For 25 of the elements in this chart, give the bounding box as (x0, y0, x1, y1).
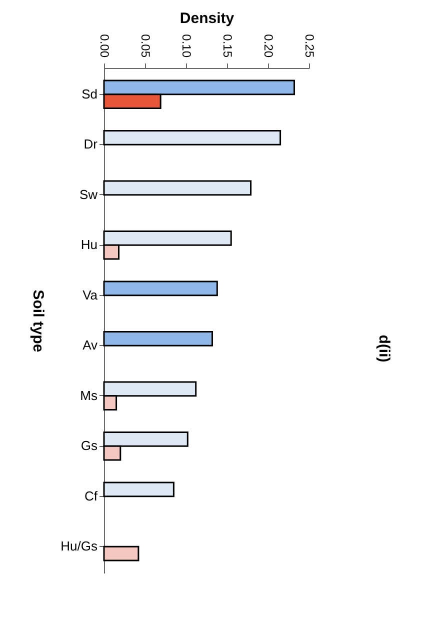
y-tick-label: Sw (79, 186, 98, 202)
y-tick-label: Dr (84, 136, 98, 152)
text: d(ii) (375, 334, 392, 362)
y-tick-label: Hu (80, 237, 98, 252)
y-tick-label: Hu/Gs (60, 538, 98, 554)
y-tick-label: Cf (84, 488, 98, 504)
x-tick-label: 0.05 (138, 34, 152, 58)
y-tick-label: Va (82, 287, 98, 302)
x-tick-label: 0.10 (180, 34, 194, 58)
y-tick-label: Gs (80, 438, 98, 454)
y-tick-label: Ms (80, 388, 98, 403)
x-tick-label: 0.20 (262, 34, 276, 58)
bar (103, 130, 282, 146)
bar (103, 482, 174, 498)
y-tick-label: Av (82, 338, 98, 353)
x-tick-label: 0.15 (220, 34, 234, 58)
bar (103, 546, 140, 562)
y-tick-label: Sd (82, 86, 98, 102)
x-tick-label: 0.25 (302, 34, 316, 58)
bar (103, 331, 213, 346)
bar (103, 280, 218, 296)
x-tick-label: 0.00 (98, 34, 112, 58)
y-axis-title: Soil type (30, 290, 47, 352)
bar (103, 180, 252, 196)
x-axis-title: Density (180, 10, 235, 28)
